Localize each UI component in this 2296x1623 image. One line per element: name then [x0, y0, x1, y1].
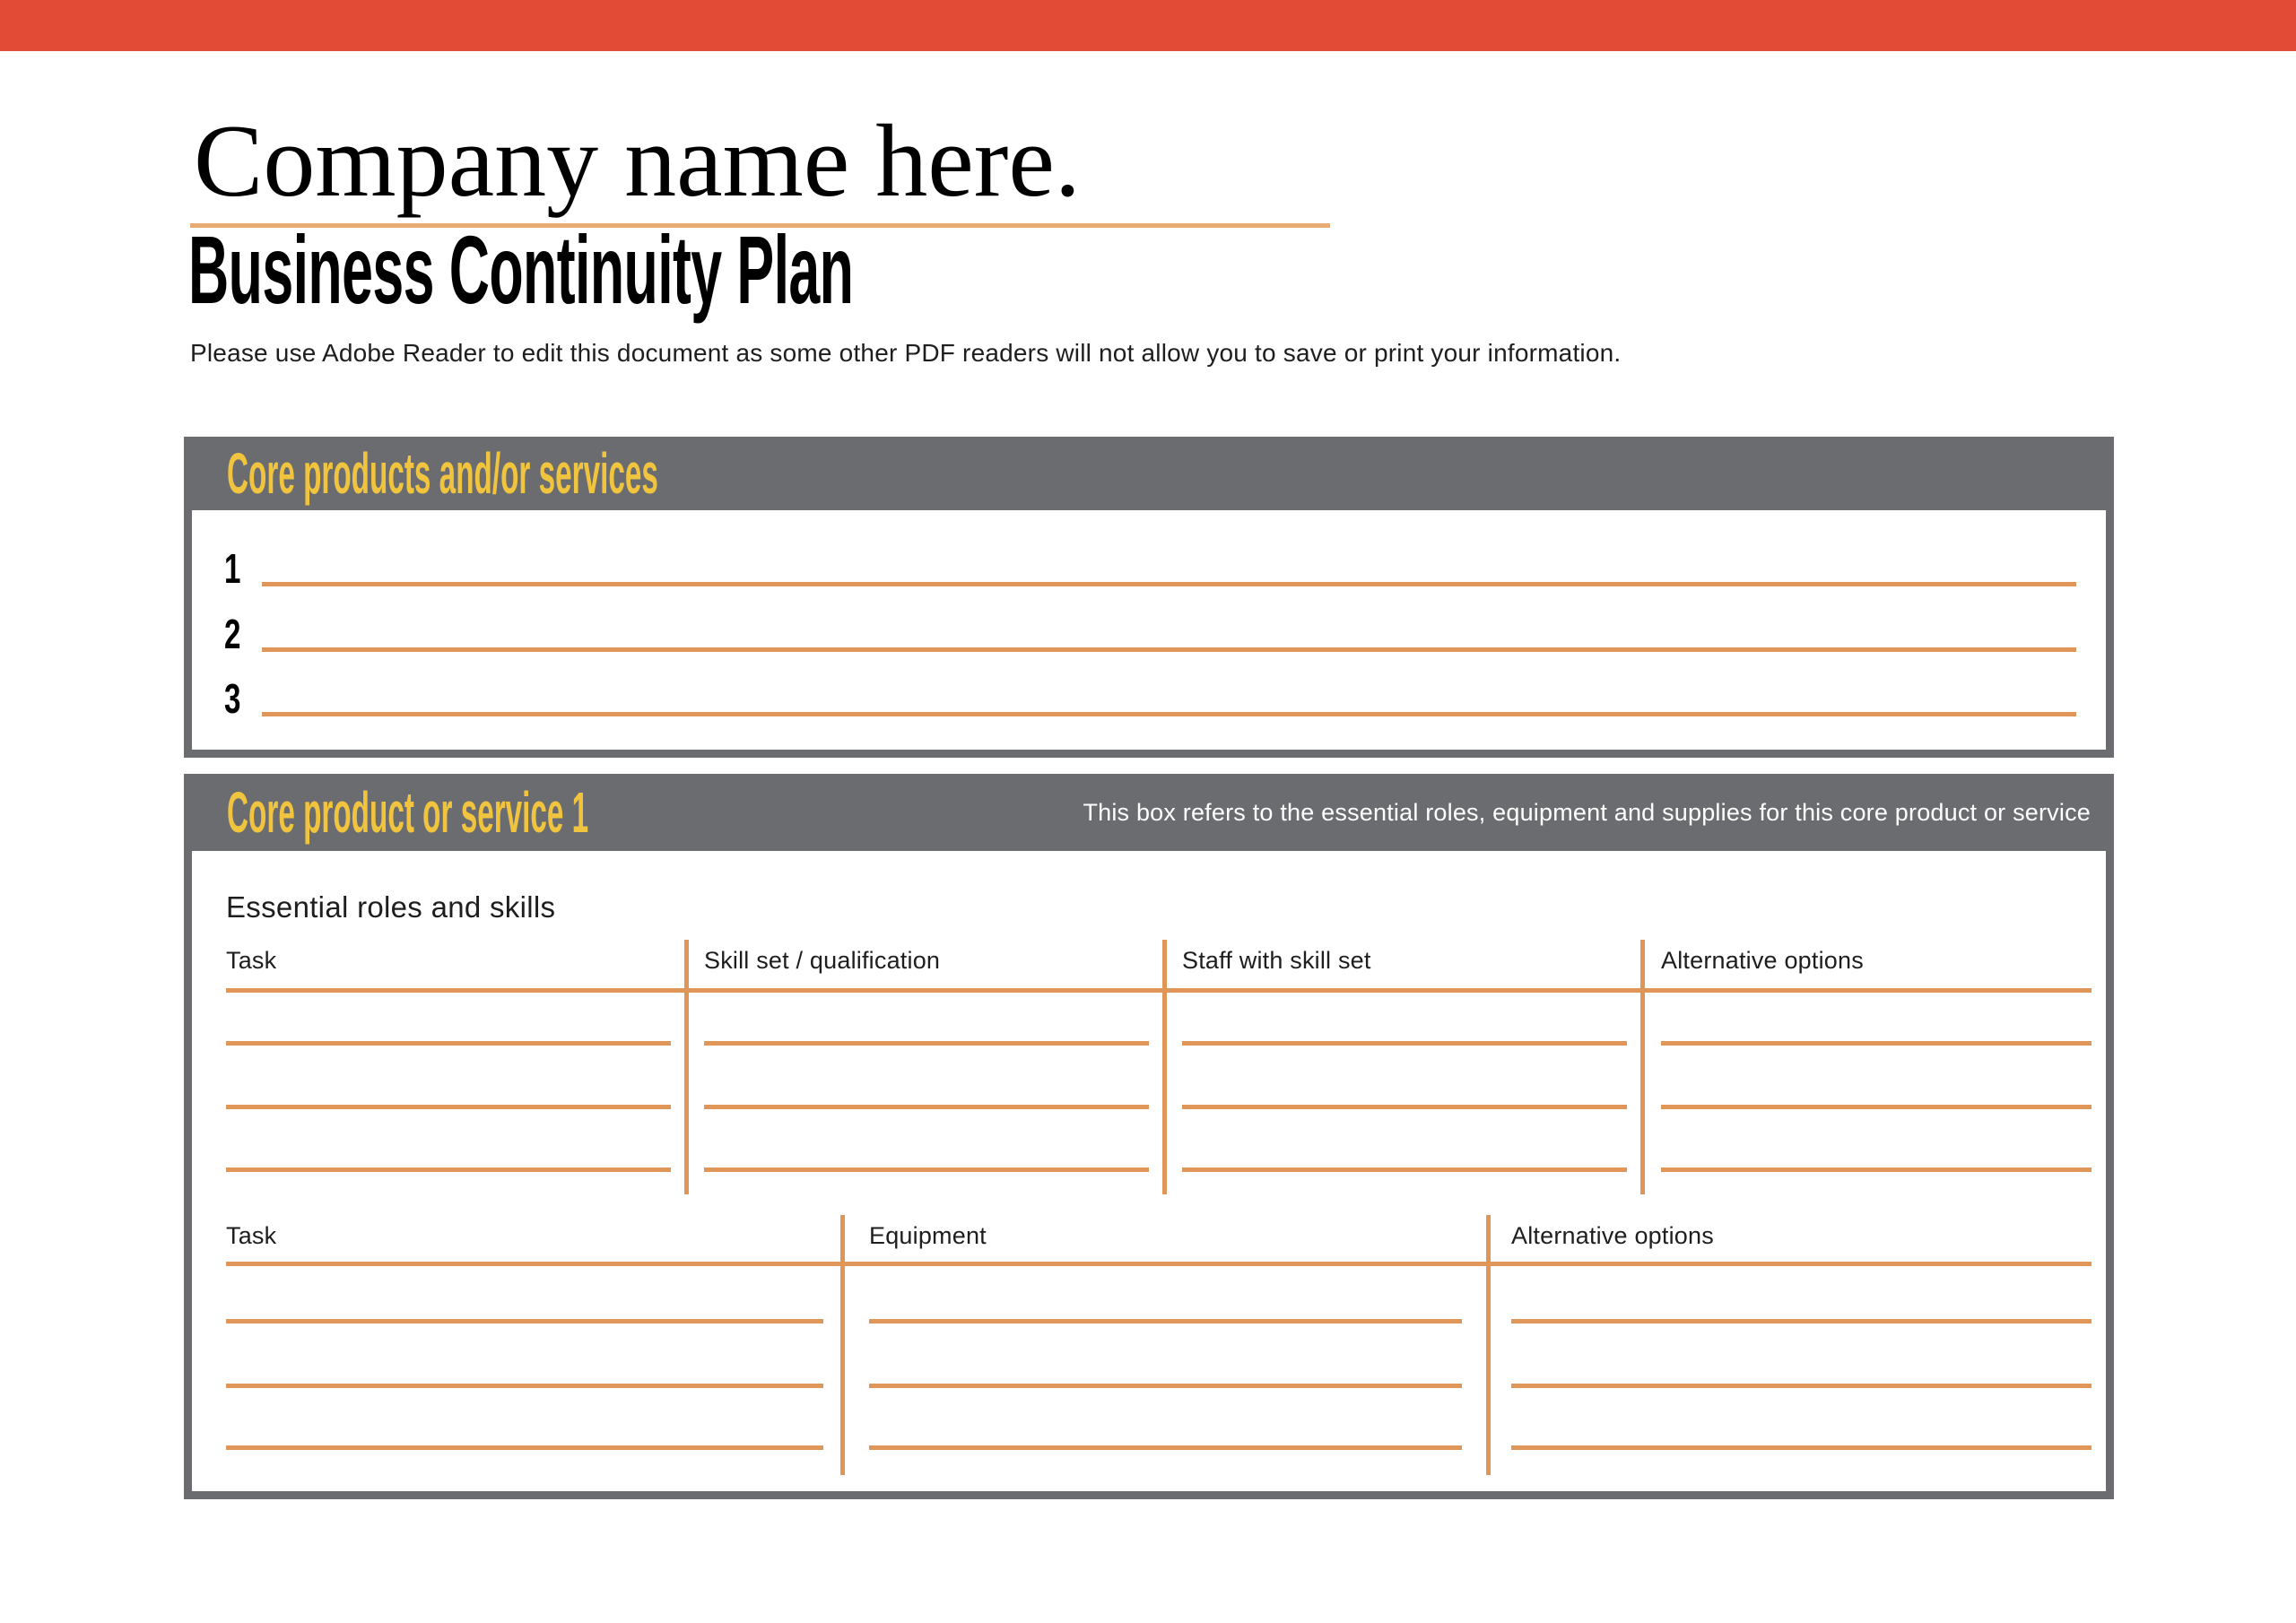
core-product-1-note: This box refers to the essential roles, …: [1083, 798, 2091, 826]
core-product-row-3: 3: [224, 675, 2076, 722]
company-name-field[interactable]: Company name here.: [194, 104, 1081, 219]
input-line[interactable]: [1661, 1041, 2092, 1046]
core-products-panel: Core products and/or services 1 2 3: [184, 437, 2114, 758]
column-divider: [1640, 940, 1645, 1194]
row-number: 3: [224, 675, 241, 722]
core-product-1-panel: Core product or service 1 This box refer…: [184, 774, 2114, 1499]
core-product-1-panel-body: Essential roles and skills Task Skill se…: [184, 851, 2114, 1499]
input-line[interactable]: [704, 1105, 1149, 1109]
adobe-reader-instruction: Please use Adobe Reader to edit this doc…: [190, 339, 1622, 367]
top-accent-bar: [0, 0, 2296, 51]
input-line[interactable]: [1182, 1105, 1627, 1109]
core-product-1-panel-header: Core product or service 1 This box refer…: [184, 774, 2114, 851]
input-line[interactable]: [261, 712, 2076, 716]
input-line[interactable]: [226, 1319, 823, 1324]
row-number: 1: [224, 545, 241, 592]
input-line[interactable]: [1511, 1319, 2092, 1324]
input-line[interactable]: [1661, 1105, 2092, 1109]
row-number: 2: [224, 611, 241, 657]
input-line[interactable]: [1182, 1041, 1627, 1046]
core-products-panel-header: Core products and/or services: [184, 437, 2114, 510]
column-header-alternative: Alternative options: [1661, 947, 1864, 974]
column-header-equipment: Equipment: [869, 1222, 987, 1249]
core-products-panel-body: 1 2 3: [184, 510, 2114, 758]
input-line[interactable]: [869, 1319, 1462, 1324]
column-header-alternative: Alternative options: [1511, 1222, 1714, 1249]
roles-skills-table: Task Skill set / qualification Staff wit…: [226, 940, 2092, 1194]
input-line[interactable]: [226, 1445, 823, 1450]
input-line[interactable]: [226, 1167, 671, 1172]
header-underline: [226, 988, 2092, 993]
input-line[interactable]: [226, 1105, 671, 1109]
column-divider: [1162, 940, 1167, 1194]
column-header-skill-set: Skill set / qualification: [704, 947, 941, 974]
input-line[interactable]: [1511, 1445, 2092, 1450]
core-product-1-heading: Core product or service 1: [227, 780, 589, 845]
input-line[interactable]: [226, 1041, 671, 1046]
input-line[interactable]: [261, 647, 2076, 652]
header-underline: [226, 1262, 2092, 1266]
input-line[interactable]: [1511, 1384, 2092, 1388]
column-divider: [840, 1215, 845, 1475]
input-line[interactable]: [1661, 1167, 2092, 1172]
core-products-heading: Core products and/or services: [227, 441, 658, 506]
input-line[interactable]: [704, 1041, 1149, 1046]
column-header-staff: Staff with skill set: [1182, 947, 1371, 974]
input-line[interactable]: [704, 1167, 1149, 1172]
column-divider: [684, 940, 689, 1194]
input-line[interactable]: [226, 1384, 823, 1388]
column-divider: [1486, 1215, 1491, 1475]
company-name-underline: [190, 223, 1330, 228]
column-header-task: Task: [226, 1222, 277, 1249]
input-line[interactable]: [1182, 1167, 1627, 1172]
essential-roles-subheading: Essential roles and skills: [226, 890, 556, 924]
column-header-task: Task: [226, 947, 277, 974]
equipment-table: Task Equipment Alternative options: [226, 1215, 2092, 1475]
document-title-text: Business Continuity Plan: [188, 215, 854, 324]
input-line[interactable]: [869, 1384, 1462, 1388]
document-title: Business Continuity Plan: [188, 221, 1335, 318]
core-product-row-1: 1: [224, 545, 2076, 592]
core-product-row-2: 2: [224, 611, 2076, 657]
input-line[interactable]: [869, 1445, 1462, 1450]
input-line[interactable]: [261, 582, 2076, 586]
